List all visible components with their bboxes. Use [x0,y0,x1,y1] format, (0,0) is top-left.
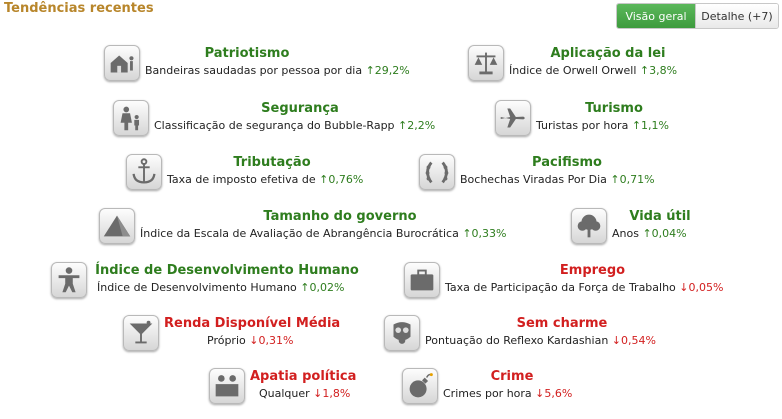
trend-title: Aplicação da lei [550,46,666,61]
tab-overview[interactable]: Visão geral [617,4,695,28]
trend-description: Taxa de imposto efetiva de ↑0,76% [167,173,363,186]
trend-metric: Próprio [207,334,250,347]
trend-value: ↓0,05% [679,281,724,294]
trend-value: ↑3,8% [639,64,678,77]
trend-title: Renda Disponível Média [164,316,341,331]
trend-description: Bochechas Viradas Por Dia ↑0,71% [460,173,655,186]
trend-value: ↑29,2% [365,64,410,77]
family-walking-icon [113,100,149,136]
briefcase-icon [404,262,440,298]
tab-detail[interactable]: Detalhe (+7) [695,4,778,28]
airplane-icon [495,100,531,136]
trend-title: Tributação [233,155,311,170]
view-tabs: Visão geral Detalhe (+7) [616,3,779,29]
house-family-icon [104,45,140,81]
trend-description: Bandeiras saudadas por pessoa por dia ↑2… [145,64,410,77]
trend-title: Vida útil [629,209,691,224]
trend-value: ↓0,31% [249,334,294,347]
trend-description: Turistas por hora ↑1,1% [536,119,669,132]
trend-value: ↓0,54% [611,334,656,347]
trend-metric: Bandeiras saudadas por pessoa por dia [145,64,366,77]
trend-value: ↓1,8% [313,387,351,400]
trend-description: Pontuação do Reflexo Kardashian ↓0,54% [425,334,656,347]
trend-metric: Taxa de imposto efetiva de [167,173,320,186]
bomb-icon [402,368,438,404]
trend-metric: Bochechas Viradas Por Dia [460,173,611,186]
trend-description: Índice da Escala de Avaliação de Abrangê… [140,227,507,240]
trend-value: ↑0,76% [319,173,364,186]
trend-metric: Índice da Escala de Avaliação de Abrangê… [140,227,463,240]
page-title: Tendências recentes [4,1,154,16]
trend-description: Classificação de segurança do Bubble-Rap… [154,119,435,132]
trend-title: Patriotismo [204,46,290,61]
trend-title: Pacifismo [532,155,602,170]
trend-metric: Turistas por hora [536,119,632,132]
trend-title: Crime [490,369,534,384]
anchor-icon [126,154,162,190]
trend-value: ↑0,33% [462,227,507,240]
trend-description: Anos ↑0,04% [612,227,687,240]
trend-title: Índice de Desenvolvimento Humano [95,263,359,278]
pyramid-icon [99,208,135,244]
trend-metric: Classificação de segurança do Bubble-Rap… [154,119,399,132]
trend-metric: Índice de Desenvolvimento Humano [97,281,301,294]
trend-value: ↑0,71% [610,173,655,186]
laurel-wreath-icon [419,154,455,190]
trend-metric: Taxa de Participação da Força de Trabalh… [445,281,680,294]
trend-title: Emprego [559,263,626,278]
scales-icon [468,45,504,81]
trend-description: Índice de Orwell Orwell ↑3,8% [509,64,677,77]
trend-description: Qualquer ↓1,8% [259,387,350,400]
trend-value: ↑0,02% [300,281,345,294]
trend-metric: Qualquer [259,387,314,400]
trend-value: ↓5,6% [535,387,573,400]
trend-description: Crimes por hora ↓5,6% [443,387,572,400]
trend-value: ↑2,2% [398,119,436,132]
trend-title: Tamanho do governo [263,209,417,224]
person-icon [51,262,87,298]
trend-description: Taxa de Participação da Força de Trabalh… [445,281,723,294]
trend-description: Índice de Desenvolvimento Humano ↑0,02% [97,281,344,294]
trend-value: ↑0,04% [642,227,687,240]
trend-metric: Crimes por hora [443,387,536,400]
trend-metric: Índice de Orwell Orwell [509,64,640,77]
trend-metric: Pontuação do Reflexo Kardashian [425,334,612,347]
gas-mask-icon [384,315,420,351]
trend-metric: Anos [612,227,643,240]
cocktail-glass-icon [123,315,159,351]
trend-title: Turismo [585,101,643,116]
trend-description: Próprio ↓0,31% [207,334,293,347]
trend-title: Apatia política [250,369,357,384]
trend-title: Sem charme [516,316,608,331]
tree-icon [571,208,607,244]
trend-title: Segurança [261,101,339,116]
people-pair-icon [209,368,245,404]
trend-value: ↑1,1% [631,119,669,132]
